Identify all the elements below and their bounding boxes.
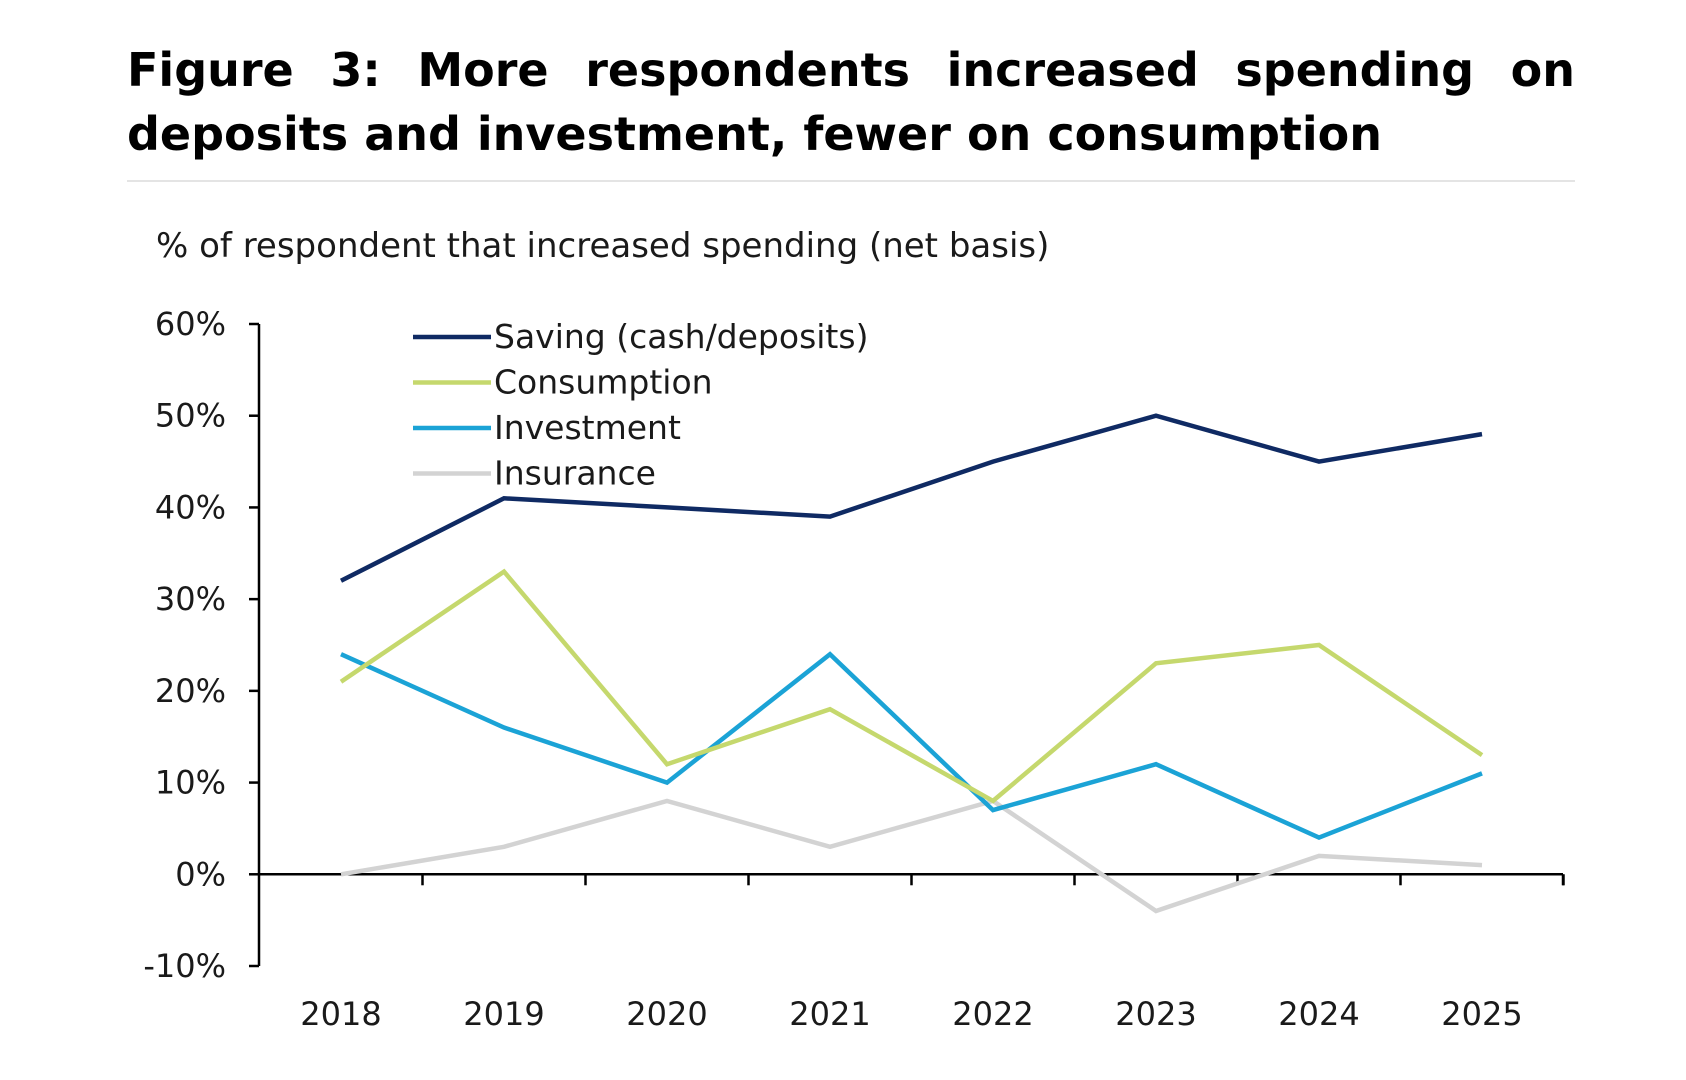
x-tick-label: 2018 <box>300 995 381 1033</box>
x-tick-label: 2024 <box>1278 995 1359 1033</box>
x-tick-label: 2019 <box>463 995 544 1033</box>
y-tick-label: 10% <box>155 764 226 802</box>
series-line-investment <box>340 651 1483 841</box>
y-tick-label: 60% <box>155 305 226 343</box>
x-tick-label: 2021 <box>789 995 870 1033</box>
x-tick-label: 2022 <box>952 995 1033 1033</box>
y-tick-label: 20% <box>155 672 226 710</box>
chart-subtitle: % of respondent that increased spending … <box>156 226 1050 266</box>
chart-axes: 60% 50% 40% 30% 20% 10% 0% -10% 2018 2019 2020 2021… <box>143 305 1565 1033</box>
series-line-saving-cash-deposits <box>339 413 1483 583</box>
chart-legend: Saving (cash/deposits) Consumption Investm… <box>413 317 868 493</box>
y-tick-label: -10% <box>143 947 226 985</box>
title-divider <box>127 180 1575 182</box>
legend-label: Insurance <box>494 454 656 493</box>
y-tick-label: 30% <box>155 580 226 618</box>
y-tick-label: 40% <box>155 488 226 526</box>
figure-title: Figure 3: More respondents increased spe… <box>127 43 1575 161</box>
x-tick-label: 2025 <box>1441 995 1522 1033</box>
legend-label: Consumption <box>494 363 713 402</box>
x-tick-label: 2020 <box>626 995 707 1033</box>
y-tick-label: 0% <box>175 855 226 893</box>
series-lines <box>339 413 1484 914</box>
legend-label: Investment <box>494 408 681 447</box>
legend-label: Saving (cash/deposits) <box>494 317 868 356</box>
series-line-consumption <box>339 568 1484 804</box>
x-tick-label: 2023 <box>1115 995 1196 1033</box>
series-line-insurance <box>340 798 1483 914</box>
y-tick-label: 50% <box>155 397 226 435</box>
